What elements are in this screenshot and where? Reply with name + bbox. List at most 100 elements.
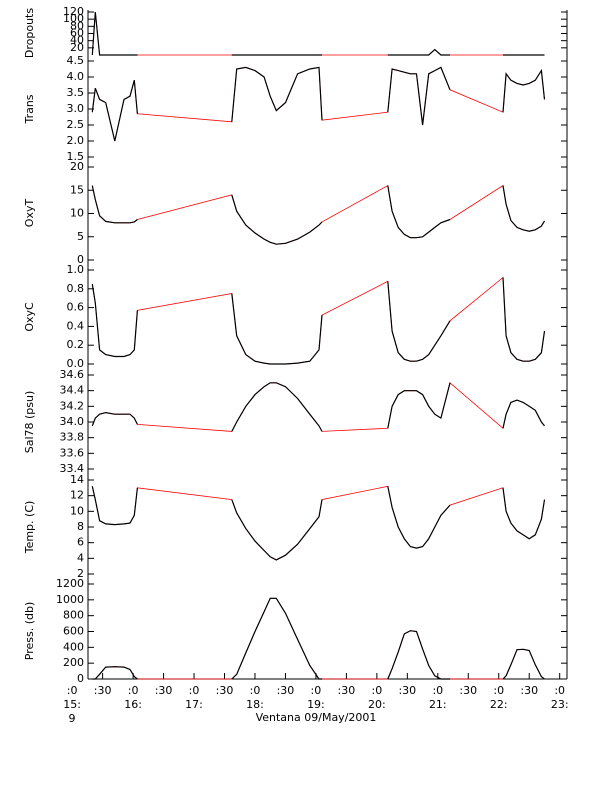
y-tick-label: 33.6 bbox=[60, 446, 85, 459]
y-tick-label: 10 bbox=[70, 207, 84, 220]
y-axis-label: OxyC bbox=[23, 302, 36, 332]
y-tick-label: 800 bbox=[63, 609, 84, 622]
x-tick-label: :30 bbox=[94, 684, 112, 697]
y-tick-label: 1200 bbox=[56, 577, 84, 590]
data-line bbox=[91, 185, 138, 224]
x-tick-label: :0 bbox=[128, 684, 139, 697]
y-tick-label: 3.0 bbox=[67, 102, 85, 115]
x-tick-label: :0 bbox=[554, 684, 565, 697]
y-tick-label: 34.0 bbox=[60, 415, 85, 428]
y-tick-label: 33.4 bbox=[60, 462, 85, 475]
data-line bbox=[387, 630, 450, 680]
x-hour-label: 19: bbox=[307, 698, 325, 711]
y-tick-label: 120 bbox=[63, 5, 84, 18]
x-tick-label: :0 bbox=[67, 684, 78, 697]
y-tick-label: 4.0 bbox=[67, 70, 85, 83]
data-line bbox=[231, 597, 322, 680]
x-hour-label: 16: bbox=[124, 698, 142, 711]
y-tick-label: 80 bbox=[70, 19, 84, 32]
x-tick-label: :30 bbox=[216, 684, 234, 697]
y-tick-label: 200 bbox=[63, 656, 84, 669]
x-tick-label: :0 bbox=[493, 684, 504, 697]
y-tick-label: 2.0 bbox=[67, 134, 85, 147]
y-tick-label: 4.5 bbox=[67, 54, 85, 67]
y-tick-label: 20 bbox=[70, 160, 84, 173]
y-tick-label: 34.2 bbox=[60, 399, 85, 412]
data-line bbox=[231, 66, 323, 122]
x-day-label: 9 bbox=[69, 712, 76, 725]
y-tick-label: 1000 bbox=[56, 593, 84, 606]
x-tick-label: :0 bbox=[311, 684, 322, 697]
y-tick-label: 3.5 bbox=[67, 86, 85, 99]
y-axis-label: Press. (db) bbox=[23, 602, 36, 661]
y-tick-label: 60 bbox=[70, 27, 84, 40]
y-tick-label: 8 bbox=[77, 520, 84, 533]
y-tick-label: 20 bbox=[70, 41, 84, 54]
data-line bbox=[387, 66, 451, 126]
data-line bbox=[231, 194, 323, 245]
data-line bbox=[387, 382, 451, 429]
y-tick-label: 0.0 bbox=[67, 357, 85, 370]
data-line bbox=[387, 281, 451, 362]
y-tick-label: 2 bbox=[77, 567, 84, 580]
x-tick-label: :30 bbox=[155, 684, 173, 697]
x-tick-label: :30 bbox=[459, 684, 477, 697]
y-tick-label: 15 bbox=[70, 183, 84, 196]
data-line bbox=[231, 499, 323, 561]
data-line bbox=[91, 80, 138, 142]
data-line bbox=[231, 293, 323, 365]
y-tick-label: 0 bbox=[77, 672, 84, 685]
y-tick-label: 0.4 bbox=[67, 319, 85, 332]
y-tick-label: 2.5 bbox=[67, 118, 85, 131]
y-axis-label: OxyT bbox=[23, 199, 36, 228]
x-tick-label: :0 bbox=[432, 684, 443, 697]
data-line bbox=[502, 648, 545, 680]
x-tick-label: :0 bbox=[372, 684, 383, 697]
y-tick-label: 600 bbox=[63, 625, 84, 638]
y-tick-label: 40 bbox=[70, 34, 84, 47]
y-tick-label: 0.8 bbox=[67, 282, 85, 295]
data-line bbox=[91, 486, 138, 526]
x-tick-label: :30 bbox=[398, 684, 416, 697]
x-hour-label: 17: bbox=[185, 698, 203, 711]
y-tick-label: 14 bbox=[70, 473, 84, 486]
y-tick-label: 0 bbox=[77, 253, 84, 266]
x-hour-label: 18: bbox=[246, 698, 264, 711]
y-tick-label: 4 bbox=[77, 551, 84, 564]
y-tick-label: 33.8 bbox=[60, 431, 85, 444]
y-tick-label: 100 bbox=[63, 12, 84, 25]
y-tick-label: 6 bbox=[77, 536, 84, 549]
y-axis-label: Temp. (C) bbox=[23, 501, 36, 555]
data-line bbox=[231, 382, 323, 432]
data-line bbox=[91, 11, 138, 56]
x-hour-label: 23: bbox=[551, 698, 569, 711]
y-tick-label: 400 bbox=[63, 640, 84, 653]
y-axis-label: Sal78 (psu) bbox=[23, 391, 36, 454]
y-tick-label: 0.2 bbox=[67, 338, 85, 351]
y-tick-label: 10 bbox=[70, 504, 84, 517]
data-line bbox=[502, 185, 546, 232]
x-hour-label: 22: bbox=[490, 698, 508, 711]
data-line bbox=[502, 399, 545, 429]
data-line bbox=[387, 48, 450, 56]
x-tick-label: :30 bbox=[277, 684, 295, 697]
x-tick-label: :0 bbox=[189, 684, 200, 697]
data-line bbox=[502, 487, 546, 540]
x-hour-label: 21: bbox=[429, 698, 447, 711]
data-line bbox=[502, 277, 546, 362]
data-line bbox=[91, 411, 138, 427]
y-tick-label: 1.5 bbox=[67, 150, 85, 163]
x-tick-label: :30 bbox=[520, 684, 538, 697]
y-axis-label: Dropouts bbox=[23, 8, 36, 58]
y-tick-label: 0.6 bbox=[67, 301, 85, 314]
data-line bbox=[92, 666, 138, 680]
x-axis-label: Ventana 09/May/2001 bbox=[256, 711, 377, 724]
y-tick-label: 1.0 bbox=[67, 263, 85, 276]
x-hour-label: 15: bbox=[63, 698, 81, 711]
y-tick-label: 34.6 bbox=[60, 368, 85, 381]
data-line bbox=[502, 68, 546, 113]
y-tick-label: 5 bbox=[77, 230, 84, 243]
data-line bbox=[387, 486, 451, 549]
